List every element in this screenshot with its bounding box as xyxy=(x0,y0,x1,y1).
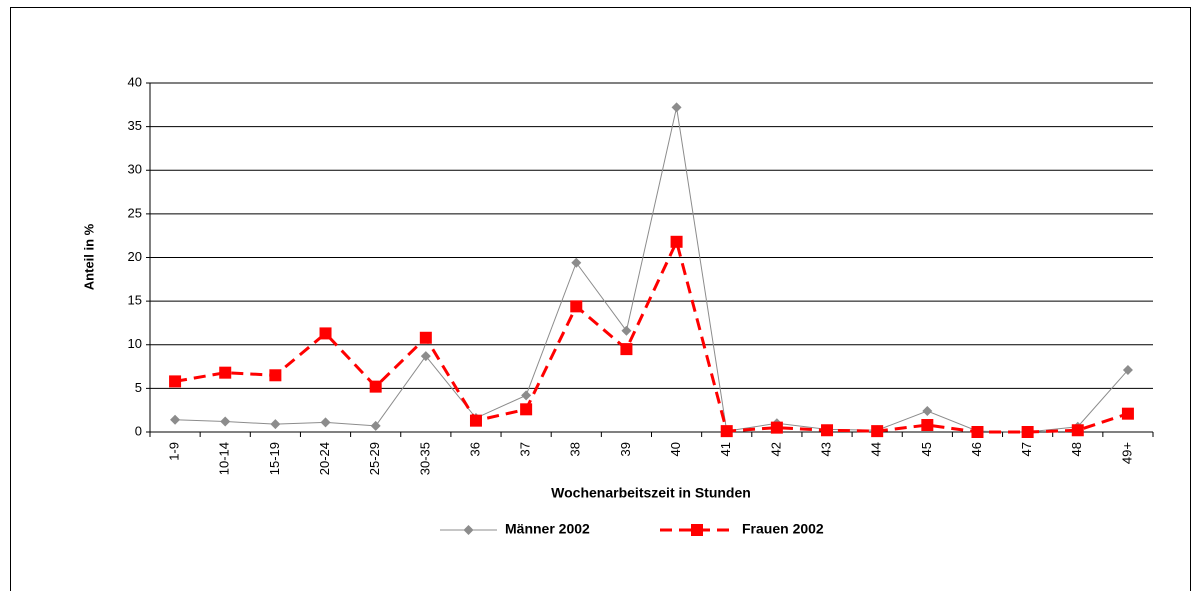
marker xyxy=(469,414,482,427)
series-line xyxy=(174,237,1129,434)
y-tick-label: 25 xyxy=(128,205,142,220)
y-tick-label: 20 xyxy=(128,249,142,264)
marker xyxy=(922,406,933,417)
chart-border xyxy=(10,7,1191,591)
x-tick-label: 48 xyxy=(1069,442,1084,456)
marker xyxy=(521,390,532,401)
legend-label: Frauen 2002 xyxy=(742,521,824,537)
marker xyxy=(670,235,683,248)
x-tick-label: 10-14 xyxy=(217,442,232,475)
marker xyxy=(921,419,934,432)
x-tick-label: 44 xyxy=(869,442,884,456)
x-tick-label: 41 xyxy=(718,442,733,456)
y-tick-label: 5 xyxy=(135,380,142,395)
marker xyxy=(871,425,884,438)
legend-marker xyxy=(463,525,474,535)
marker xyxy=(770,421,783,434)
marker xyxy=(219,366,232,379)
x-tick-label: 15-19 xyxy=(267,442,282,475)
marker xyxy=(220,416,231,427)
y-tick-label: 10 xyxy=(128,336,142,351)
marker xyxy=(1021,426,1034,438)
marker xyxy=(1122,365,1133,376)
x-tick-label: 47 xyxy=(1019,442,1034,456)
y-tick-label: 40 xyxy=(128,74,142,89)
marker xyxy=(169,375,182,388)
legend-marker xyxy=(691,524,703,536)
marker xyxy=(170,414,181,425)
marker xyxy=(720,425,733,438)
x-axis-title: Wochenarbeitszeit in Stunden xyxy=(551,485,751,501)
marker xyxy=(369,380,382,393)
x-tick-label: 38 xyxy=(568,442,583,456)
y-tick-label: 30 xyxy=(128,162,142,177)
x-tick-label: 20-24 xyxy=(317,442,332,475)
marker xyxy=(320,417,331,428)
x-tick-label: 36 xyxy=(467,442,482,456)
marker xyxy=(520,403,533,416)
marker xyxy=(319,327,332,340)
marker xyxy=(419,331,432,344)
marker xyxy=(671,102,682,113)
legend-label: Männer 2002 xyxy=(505,521,590,537)
marker xyxy=(1071,424,1084,437)
x-tick-label: 43 xyxy=(818,442,833,456)
series-line xyxy=(175,107,1129,433)
marker xyxy=(621,325,632,336)
marker xyxy=(570,300,583,313)
marker xyxy=(269,369,282,382)
x-tick-label: 30-35 xyxy=(417,442,432,475)
marker xyxy=(971,426,984,438)
y-tick-label: 35 xyxy=(128,118,142,133)
x-tick-label: 37 xyxy=(518,442,533,456)
marker xyxy=(1121,407,1134,420)
marker xyxy=(270,419,281,430)
x-tick-label: 25-29 xyxy=(367,442,382,475)
marker xyxy=(821,424,834,437)
x-tick-label: 45 xyxy=(919,442,934,456)
marker xyxy=(571,257,582,268)
y-axis-title: Anteil in % xyxy=(81,223,96,290)
x-tick-label: 1-9 xyxy=(167,442,182,461)
x-tick-label: 46 xyxy=(969,442,984,456)
marker xyxy=(420,351,431,362)
x-tick-label: 40 xyxy=(668,442,683,456)
x-tick-label: 39 xyxy=(618,442,633,456)
y-tick-label: 0 xyxy=(135,423,142,438)
marker xyxy=(370,420,381,431)
y-tick-label: 15 xyxy=(128,293,142,308)
marker xyxy=(620,343,633,356)
x-tick-label: 49+ xyxy=(1119,442,1134,464)
x-tick-label: 42 xyxy=(768,442,783,456)
